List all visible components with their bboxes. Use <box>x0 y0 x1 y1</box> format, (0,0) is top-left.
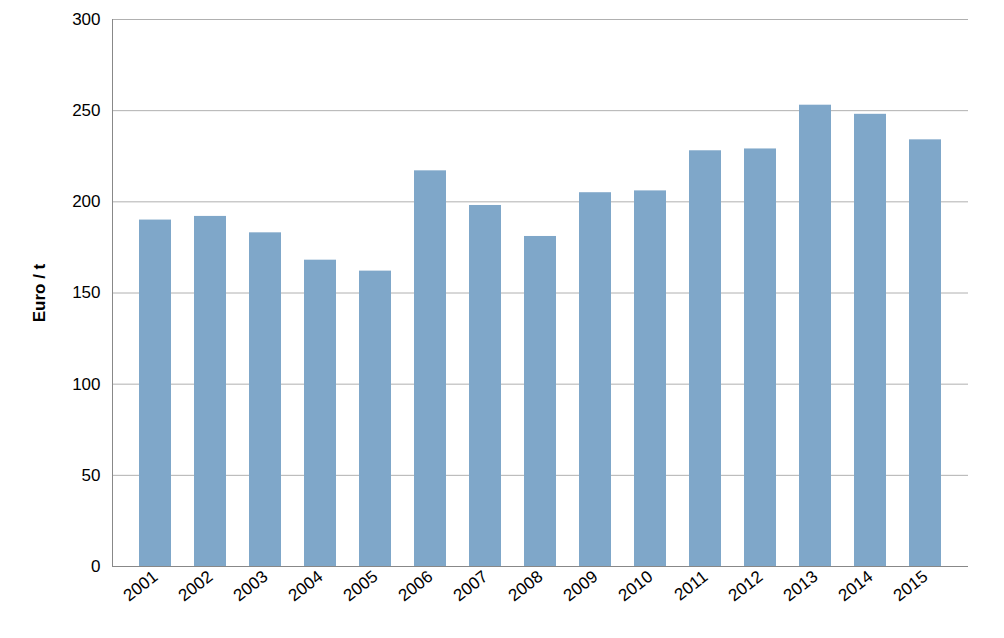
svg-text:300: 300 <box>72 10 100 29</box>
svg-text:2007: 2007 <box>450 567 492 605</box>
svg-text:2008: 2008 <box>505 567 547 605</box>
svg-text:2006: 2006 <box>395 567 437 605</box>
svg-text:2014: 2014 <box>835 567 877 605</box>
svg-text:2001: 2001 <box>120 567 162 605</box>
svg-text:2004: 2004 <box>285 567 327 605</box>
svg-text:2005: 2005 <box>340 567 382 605</box>
svg-text:2015: 2015 <box>890 567 932 605</box>
svg-text:2003: 2003 <box>230 567 272 605</box>
svg-text:2010: 2010 <box>615 567 657 605</box>
svg-text:Euro / t: Euro / t <box>30 263 49 322</box>
svg-text:250: 250 <box>72 101 100 120</box>
svg-text:100: 100 <box>72 375 100 394</box>
svg-text:2013: 2013 <box>780 567 822 605</box>
svg-text:2002: 2002 <box>175 567 217 605</box>
svg-text:150: 150 <box>72 283 100 302</box>
svg-text:2012: 2012 <box>725 567 767 605</box>
svg-text:50: 50 <box>82 466 101 485</box>
svg-text:200: 200 <box>72 192 100 211</box>
svg-text:0: 0 <box>91 557 100 576</box>
svg-text:2009: 2009 <box>560 567 602 605</box>
svg-text:2011: 2011 <box>671 567 712 604</box>
